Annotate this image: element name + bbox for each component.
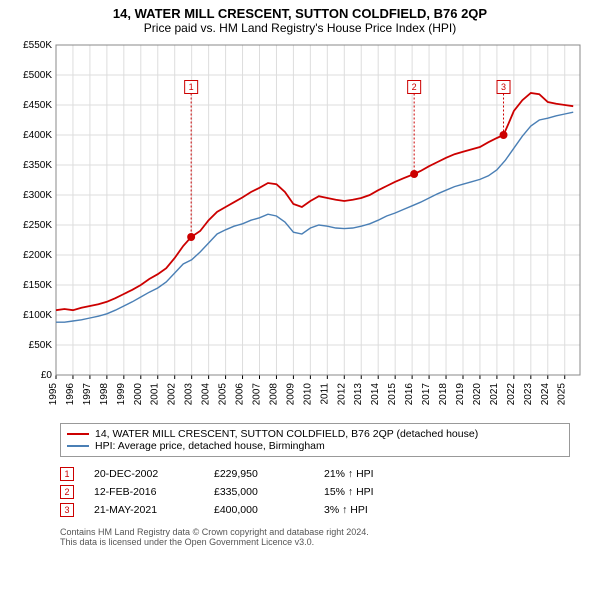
sales-row: 1 20-DEC-2002 £229,950 21% ↑ HPI (60, 465, 570, 483)
page-container: 14, WATER MILL CRESCENT, SUTTON COLDFIEL… (0, 0, 600, 590)
sale-date: 20-DEC-2002 (94, 468, 194, 480)
sales-row: 2 12-FEB-2016 £335,000 15% ↑ HPI (60, 483, 570, 501)
legend-label: HPI: Average price, detached house, Birm… (95, 440, 325, 452)
svg-text:£400K: £400K (23, 130, 52, 141)
footer-line-1: Contains HM Land Registry data © Crown c… (60, 527, 570, 537)
sale-pct-vs-hpi: 3% ↑ HPI (324, 504, 414, 516)
svg-text:£250K: £250K (23, 220, 52, 231)
svg-text:£350K: £350K (23, 160, 52, 171)
svg-text:2023: 2023 (523, 383, 534, 406)
svg-text:2005: 2005 (218, 383, 229, 406)
legend-swatch (67, 445, 89, 447)
footer-attribution: Contains HM Land Registry data © Crown c… (60, 527, 570, 547)
svg-text:2019: 2019 (455, 383, 466, 406)
svg-text:£450K: £450K (23, 100, 52, 111)
svg-text:1995: 1995 (48, 383, 59, 406)
svg-text:1999: 1999 (116, 383, 127, 406)
svg-text:2018: 2018 (438, 383, 449, 406)
svg-text:2008: 2008 (268, 383, 279, 406)
svg-text:2017: 2017 (421, 383, 432, 406)
svg-text:£100K: £100K (23, 310, 52, 321)
svg-text:2021: 2021 (489, 383, 500, 406)
svg-text:1996: 1996 (65, 383, 76, 406)
svg-text:2024: 2024 (540, 383, 551, 406)
title-block: 14, WATER MILL CRESCENT, SUTTON COLDFIEL… (10, 6, 590, 35)
chart-area: £0 £50K £100K £150K £200K £250K £300K £350K £400… (10, 39, 590, 419)
sale-marker-box: 1 (60, 467, 74, 481)
svg-text:2015: 2015 (387, 383, 398, 406)
svg-text:3: 3 (501, 82, 506, 92)
svg-text:2016: 2016 (404, 383, 415, 406)
svg-text:2011: 2011 (319, 383, 330, 405)
svg-text:2014: 2014 (370, 383, 381, 406)
sale-price: £229,950 (214, 468, 304, 480)
chart-title-address: 14, WATER MILL CRESCENT, SUTTON COLDFIEL… (10, 6, 590, 21)
svg-text:£150K: £150K (23, 280, 52, 291)
svg-text:£300K: £300K (23, 190, 52, 201)
line-chart-svg: £0 £50K £100K £150K £200K £250K £300K £350K £400… (10, 39, 590, 419)
svg-text:2003: 2003 (184, 383, 195, 406)
svg-text:£500K: £500K (23, 70, 52, 81)
svg-text:2000: 2000 (133, 383, 144, 406)
legend-swatch (67, 433, 89, 435)
footer-line-2: This data is licensed under the Open Gov… (60, 537, 570, 547)
svg-text:1: 1 (189, 82, 194, 92)
svg-text:£550K: £550K (23, 40, 52, 51)
svg-text:£0: £0 (41, 370, 53, 381)
sale-price: £400,000 (214, 504, 304, 516)
legend-row: 14, WATER MILL CRESCENT, SUTTON COLDFIEL… (67, 428, 563, 440)
sale-date: 12-FEB-2016 (94, 486, 194, 498)
svg-text:2012: 2012 (336, 383, 347, 406)
svg-text:2025: 2025 (557, 383, 568, 406)
svg-text:2013: 2013 (353, 383, 364, 406)
svg-text:1997: 1997 (82, 383, 93, 406)
sale-date: 21-MAY-2021 (94, 504, 194, 516)
legend-label: 14, WATER MILL CRESCENT, SUTTON COLDFIEL… (95, 428, 478, 440)
sales-row: 3 21-MAY-2021 £400,000 3% ↑ HPI (60, 501, 570, 519)
svg-text:2001: 2001 (150, 383, 161, 406)
svg-text:2004: 2004 (201, 383, 212, 406)
svg-text:2: 2 (412, 82, 417, 92)
sale-price: £335,000 (214, 486, 304, 498)
sale-marker-box: 3 (60, 503, 74, 517)
svg-text:2020: 2020 (472, 383, 483, 406)
svg-text:2007: 2007 (251, 383, 262, 406)
svg-text:1998: 1998 (99, 383, 110, 406)
legend-box: 14, WATER MILL CRESCENT, SUTTON COLDFIEL… (60, 423, 570, 457)
svg-text:£50K: £50K (29, 340, 53, 351)
sales-table: 1 20-DEC-2002 £229,950 21% ↑ HPI 2 12-FEB-201… (60, 465, 570, 519)
chart-subtitle: Price paid vs. HM Land Registry's House … (10, 21, 590, 35)
svg-text:2009: 2009 (285, 383, 296, 406)
svg-text:2010: 2010 (302, 383, 313, 406)
svg-text:£200K: £200K (23, 250, 52, 261)
sale-pct-vs-hpi: 15% ↑ HPI (324, 486, 414, 498)
svg-text:2006: 2006 (235, 383, 246, 406)
svg-text:2022: 2022 (506, 383, 517, 406)
legend-row: HPI: Average price, detached house, Birm… (67, 440, 563, 452)
svg-text:2002: 2002 (167, 383, 178, 406)
sale-marker-box: 2 (60, 485, 74, 499)
sale-pct-vs-hpi: 21% ↑ HPI (324, 468, 414, 480)
